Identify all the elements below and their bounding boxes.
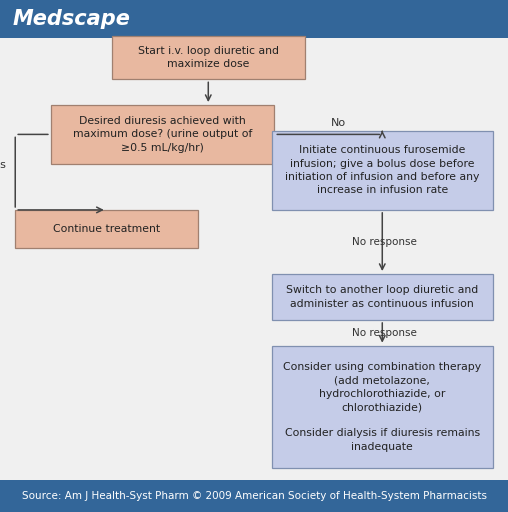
Text: Consider using combination therapy
(add metolazone,
hydrochlorothiazide, or
chlo: Consider using combination therapy (add … (283, 362, 482, 452)
Text: Continue treatment: Continue treatment (53, 224, 160, 234)
Text: Start i.v. loop diuretic and
maximize dose: Start i.v. loop diuretic and maximize do… (138, 46, 279, 69)
Text: Desired diuresis achieved with
maximum dose? (urine output of
≥0.5 mL/kg/hr): Desired diuresis achieved with maximum d… (73, 116, 252, 153)
Text: No response: No response (353, 328, 417, 338)
FancyBboxPatch shape (51, 105, 274, 164)
Text: Medscape: Medscape (13, 9, 131, 29)
FancyBboxPatch shape (272, 274, 493, 320)
Text: Source: Am J Health-Syst Pharm © 2009 American Society of Health-System Pharmaci: Source: Am J Health-Syst Pharm © 2009 Am… (21, 491, 487, 501)
Text: No: No (331, 118, 346, 128)
FancyBboxPatch shape (112, 36, 305, 79)
FancyBboxPatch shape (15, 210, 198, 248)
Bar (0, 0, 508, 38)
FancyBboxPatch shape (272, 131, 493, 210)
Text: Initiate continuous furosemide
infusion; give a bolus dose before
initiation of : Initiate continuous furosemide infusion;… (285, 145, 480, 195)
Bar (0, 480, 508, 512)
Text: Yes: Yes (0, 160, 7, 170)
Text: Switch to another loop diuretic and
administer as continuous infusion: Switch to another loop diuretic and admi… (286, 285, 479, 309)
FancyBboxPatch shape (272, 346, 493, 468)
Text: No response: No response (353, 237, 417, 247)
